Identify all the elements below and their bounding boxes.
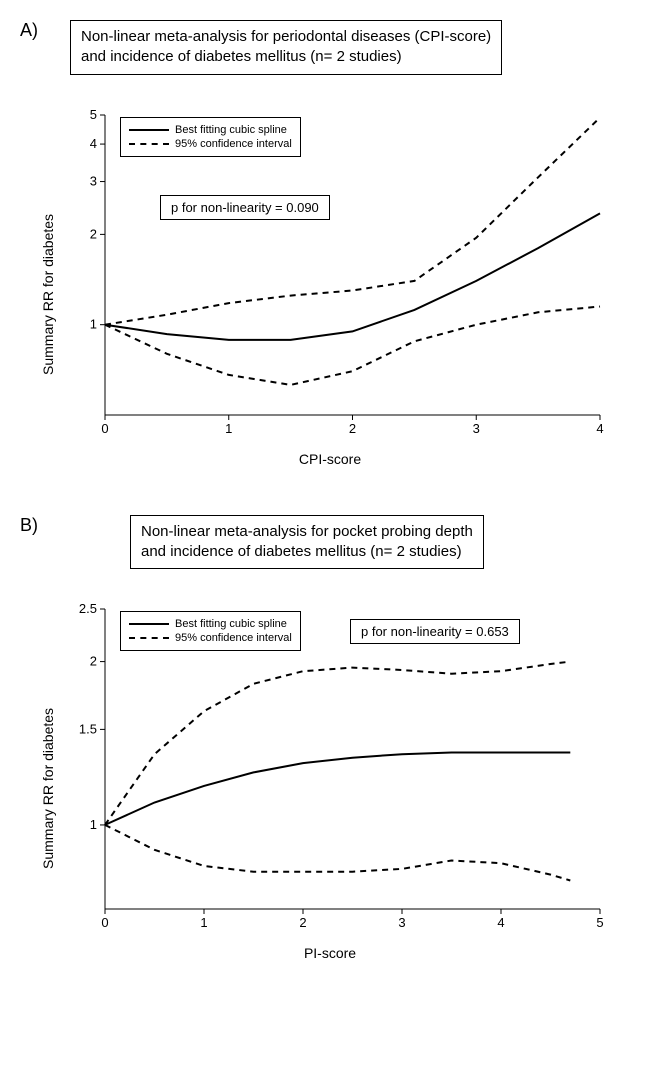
svg-text:0: 0 bbox=[101, 421, 108, 436]
panel-a-xlabel: CPI-score bbox=[50, 451, 610, 467]
svg-text:4: 4 bbox=[596, 421, 603, 436]
solid-line-icon bbox=[129, 623, 169, 625]
panel-a-legend: Best fitting cubic spline 95% confidence… bbox=[120, 117, 301, 157]
svg-text:1: 1 bbox=[225, 421, 232, 436]
panel-b-title: Non-linear meta-analysis for pocket prob… bbox=[130, 515, 484, 570]
svg-text:2: 2 bbox=[90, 226, 97, 241]
svg-text:5: 5 bbox=[90, 107, 97, 122]
svg-text:1: 1 bbox=[200, 915, 207, 930]
svg-text:4: 4 bbox=[497, 915, 504, 930]
panel-a-ylabel: Summary RR for diabetes bbox=[40, 213, 56, 374]
panel-a-chart: Summary RR for diabetes 1234501234 CPI-s… bbox=[50, 105, 625, 475]
svg-text:2: 2 bbox=[90, 654, 97, 669]
svg-text:1: 1 bbox=[90, 817, 97, 832]
panel-b-xlabel: PI-score bbox=[50, 945, 610, 961]
panel-b-ylabel: Summary RR for diabetes bbox=[40, 708, 56, 869]
panel-b-annotation: p for non-linearity = 0.653 bbox=[350, 619, 520, 644]
panel-b-legend: Best fitting cubic spline 95% confidence… bbox=[120, 611, 301, 651]
panel-b: B) Non-linear meta-analysis for pocket p… bbox=[20, 515, 625, 970]
svg-text:3: 3 bbox=[90, 173, 97, 188]
svg-text:3: 3 bbox=[473, 421, 480, 436]
dashed-line-icon bbox=[129, 637, 169, 639]
svg-text:1.5: 1.5 bbox=[79, 721, 97, 736]
svg-text:2: 2 bbox=[349, 421, 356, 436]
legend-ci: 95% confidence interval bbox=[175, 632, 292, 644]
dashed-line-icon bbox=[129, 143, 169, 145]
panel-a-label: A) bbox=[20, 20, 38, 41]
panel-a-annotation: p for non-linearity = 0.090 bbox=[160, 195, 330, 220]
legend-ci: 95% confidence interval bbox=[175, 138, 292, 150]
svg-text:5: 5 bbox=[596, 915, 603, 930]
svg-text:3: 3 bbox=[398, 915, 405, 930]
legend-main: Best fitting cubic spline bbox=[175, 124, 287, 136]
panel-a: A) Non-linear meta-analysis for periodon… bbox=[20, 20, 625, 475]
solid-line-icon bbox=[129, 129, 169, 131]
panel-b-chart: Summary RR for diabetes 11.522.5012345 P… bbox=[50, 599, 625, 969]
svg-text:1: 1 bbox=[90, 316, 97, 331]
svg-text:2: 2 bbox=[299, 915, 306, 930]
svg-text:4: 4 bbox=[90, 136, 97, 151]
panel-a-title: Non-linear meta-analysis for periodontal… bbox=[70, 20, 502, 75]
svg-text:2.5: 2.5 bbox=[79, 601, 97, 616]
svg-text:0: 0 bbox=[101, 915, 108, 930]
panel-b-label: B) bbox=[20, 515, 38, 536]
legend-main: Best fitting cubic spline bbox=[175, 618, 287, 630]
